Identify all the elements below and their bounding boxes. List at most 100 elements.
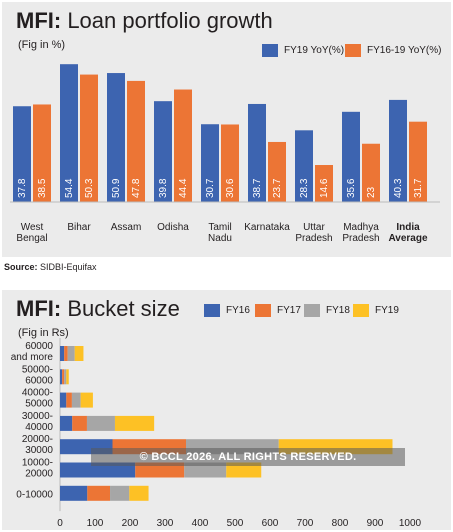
stacked-bar-segment [226, 462, 262, 478]
bar [362, 143, 380, 202]
data-label: 30.6 [225, 178, 236, 198]
bar [248, 103, 266, 202]
stacked-bar-segment [80, 392, 93, 408]
category-label: 40000- [22, 388, 53, 399]
bar [268, 141, 286, 202]
stacked-bar-segment [110, 485, 130, 501]
watermark: © BCCL 2026. ALL RIGHTS RESERVED. [91, 448, 405, 466]
chart1-subtitle: (Fig in %) [18, 39, 66, 51]
data-label: 39.8 [158, 178, 169, 198]
data-label: 35.6 [346, 178, 357, 198]
chart1-title: MFI: Loan portfolio growth [16, 8, 273, 33]
data-label: 40.3 [393, 178, 404, 198]
data-label: 44.4 [178, 178, 189, 198]
legend-fy17: FY17 [255, 304, 301, 317]
stacked-bar-segment [60, 369, 63, 385]
data-label: 50.3 [84, 178, 95, 198]
stacked-bar-segment [67, 346, 75, 361]
category-label: Pradesh [342, 233, 379, 244]
legend-fy18: FY18 [304, 304, 350, 317]
bar [80, 74, 98, 202]
category-label: 60000 [25, 375, 53, 386]
legend-fy19: FY19 [353, 304, 399, 317]
data-label: 28.3 [299, 178, 310, 198]
stacked-bar-segment [135, 462, 185, 478]
legend-fy19-yoy: FY19 YoY(%) [262, 44, 344, 57]
source-note: Source: SIDBI-Equifax [4, 262, 97, 272]
legend-swatch-fy16-19-yoy [345, 44, 361, 57]
stacked-bar-segment [60, 392, 67, 408]
data-label: 38.5 [37, 178, 48, 198]
data-label: 37.8 [17, 178, 28, 198]
category-label: 20000- [22, 434, 53, 445]
category-label: Odisha [157, 222, 189, 233]
data-label: 23.7 [272, 178, 283, 198]
stacked-bar-segment [71, 392, 81, 408]
x-tick-label: 600 [262, 518, 279, 529]
data-label: 50.9 [111, 178, 122, 198]
data-label: 47.8 [131, 178, 142, 198]
category-label: Assam [111, 222, 142, 233]
legend-swatch-fy19 [353, 304, 369, 317]
category-label: Bihar [67, 222, 91, 233]
stacked-bar-segment [72, 415, 87, 431]
x-tick-label: 400 [192, 518, 209, 529]
category-label: 60000 [25, 341, 53, 352]
x-tick-label: 900 [367, 518, 384, 529]
stacked-bar-segment [64, 369, 67, 385]
category-label: 50000- [22, 364, 53, 375]
category-label: India [396, 222, 420, 233]
stacked-bar-segment [60, 485, 88, 501]
bar [295, 130, 313, 202]
stacked-bar-segment [114, 415, 155, 431]
bar [33, 104, 51, 202]
chart2-title: MFI: Bucket size [16, 296, 180, 321]
bar [342, 111, 360, 202]
category-label: and more [11, 352, 54, 363]
data-label: 54.4 [64, 178, 75, 198]
stacked-bar-segment [86, 415, 115, 431]
category-label: 30000- [22, 411, 53, 422]
bar [409, 121, 427, 202]
legend-swatch-fy19-yoy [262, 44, 278, 57]
x-tick-label: 500 [227, 518, 244, 529]
category-label: 50000 [25, 399, 53, 410]
category-label: 10000- [22, 458, 53, 469]
category-label: Karnataka [244, 222, 290, 233]
stacked-bar-segment [62, 369, 65, 385]
category-label: 0-10000 [16, 489, 53, 500]
legend-swatch-fy18 [304, 304, 320, 317]
stacked-bar-segment [60, 462, 136, 478]
data-label: 31.7 [413, 178, 424, 198]
legend-fy16-19-yoy: FY16-19 YoY(%) [345, 44, 442, 57]
data-label: 38.7 [252, 178, 263, 198]
category-label: Bengal [16, 233, 47, 244]
stacked-bar-segment [87, 485, 111, 501]
category-label: Nadu [208, 233, 232, 244]
bar [389, 99, 407, 202]
category-label: Pradesh [295, 233, 332, 244]
x-tick-label: 700 [297, 518, 314, 529]
stacked-bar-segment [129, 485, 149, 501]
stacked-bar-segment [64, 346, 68, 361]
x-tick-label: 300 [157, 518, 174, 529]
x-tick-label: 100 [87, 518, 104, 529]
stacked-bar-segment [74, 346, 84, 361]
bar [107, 73, 125, 202]
bar [154, 101, 172, 202]
x-tick-label: 800 [332, 518, 349, 529]
data-label: 30.7 [205, 178, 216, 198]
category-label: Average [388, 233, 428, 244]
category-label: 20000 [25, 469, 53, 480]
x-tick-label: 200 [122, 518, 139, 529]
legend-swatch-fy17 [255, 304, 271, 317]
x-tick-label: 0 [57, 518, 63, 529]
legend-swatch-fy16 [204, 304, 220, 317]
stacked-bar-segment [66, 369, 69, 385]
legend-fy16: FY16 [204, 304, 250, 317]
x-tick-label: 1000 [399, 518, 422, 529]
category-label: Uttar [303, 222, 325, 233]
category-label: Madhya [343, 222, 379, 233]
category-label: West [21, 222, 44, 233]
